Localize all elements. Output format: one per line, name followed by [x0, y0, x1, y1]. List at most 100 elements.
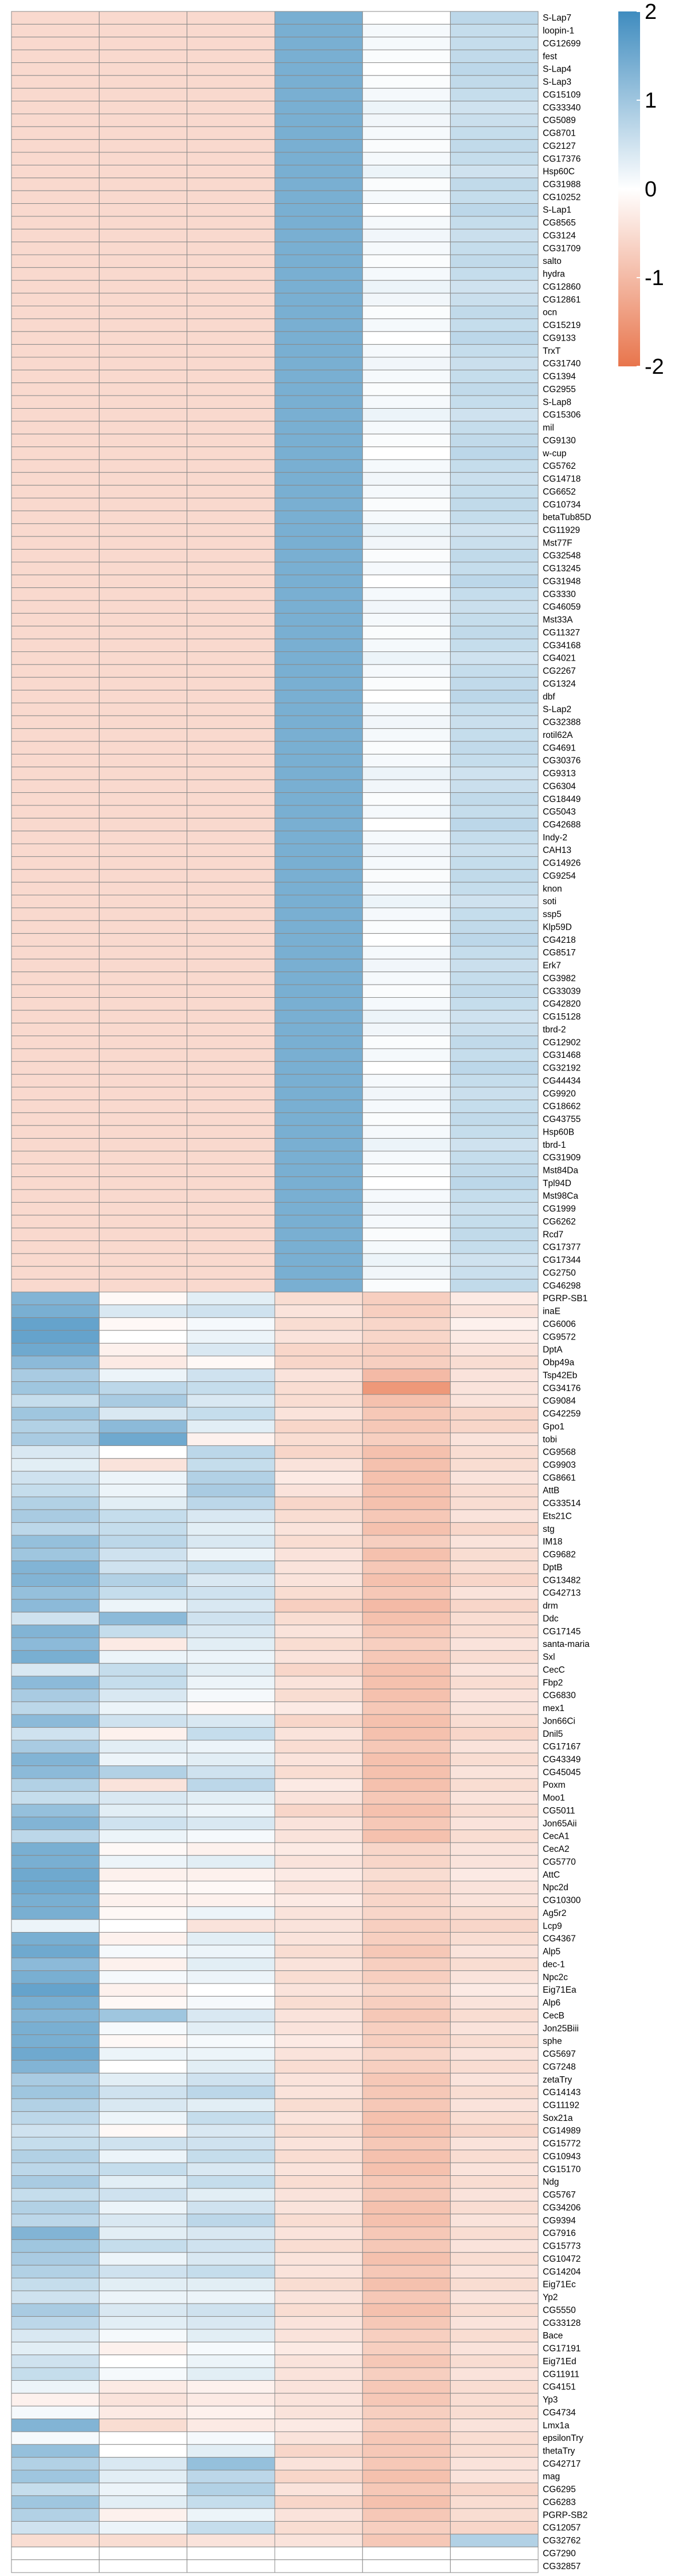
- heatmap-cell: [274, 447, 363, 460]
- heatmap-cell: [450, 2316, 539, 2330]
- heatmap-cell: [11, 971, 100, 985]
- row-label: Lmx1a: [543, 2421, 570, 2431]
- heatmap-cell: [450, 1496, 539, 1510]
- heatmap-cell: [274, 715, 363, 729]
- heatmap-cell: [98, 2085, 188, 2099]
- row-label: CG2267: [543, 666, 576, 676]
- heatmap-cell: [98, 2316, 188, 2330]
- heatmap-cell: [11, 1842, 100, 1856]
- heatmap-cell: [187, 2393, 275, 2407]
- heatmap-cell: [11, 2419, 100, 2432]
- heatmap-cell: [187, 2341, 275, 2356]
- row-label: tbrd-2: [543, 1025, 566, 1034]
- heatmap-cell: [98, 1240, 188, 1254]
- row-label: Npc2d: [543, 1883, 568, 1893]
- heatmap-cell: [187, 306, 275, 319]
- heatmap-cell: [187, 1036, 275, 1049]
- heatmap-cell: [187, 2047, 275, 2061]
- row-label: CG9572: [543, 1332, 576, 1342]
- heatmap-cell: [362, 2470, 451, 2483]
- heatmap-cell: [450, 497, 539, 511]
- heatmap-cell: [274, 651, 363, 665]
- heatmap-cell: [450, 2559, 539, 2573]
- row-label: thetaTry: [543, 2446, 575, 2456]
- heatmap-cell: [98, 2047, 188, 2061]
- heatmap-cell: [450, 49, 539, 63]
- heatmap-cell: [11, 421, 100, 434]
- heatmap-cell: [11, 293, 100, 307]
- heatmap-cell: [274, 1406, 363, 1421]
- heatmap-cell: [450, 1522, 539, 1536]
- heatmap-cell: [450, 2009, 539, 2022]
- row-label: CG9313: [543, 769, 576, 779]
- heatmap-cell: [450, 1535, 539, 1548]
- heatmap-cell: [98, 2200, 188, 2215]
- row-label: CG6830: [543, 1691, 576, 1701]
- heatmap-cell: [362, 1752, 451, 1767]
- heatmap-cell: [98, 126, 188, 140]
- heatmap-cell: [98, 895, 188, 908]
- heatmap-cell: [187, 1048, 275, 1062]
- heatmap-cell: [11, 792, 100, 806]
- heatmap-cell: [11, 23, 100, 38]
- heatmap-cell: [274, 2034, 363, 2048]
- heatmap-cell: [98, 1804, 188, 1818]
- heatmap-cell: [98, 562, 188, 575]
- heatmap-cell: [187, 971, 275, 985]
- heatmap-cell: [11, 2495, 100, 2509]
- heatmap-cell: [187, 997, 275, 1011]
- heatmap-cell: [274, 2495, 363, 2509]
- heatmap-cell: [11, 2521, 100, 2535]
- heatmap-cell: [187, 1625, 275, 1638]
- heatmap-cell: [187, 1484, 275, 1498]
- heatmap-cell: [362, 1765, 451, 1779]
- heatmap-cell: [11, 1932, 100, 1946]
- heatmap-cell: [187, 2021, 275, 2035]
- heatmap-cell: [274, 1317, 363, 1331]
- row-label: IM18: [543, 1537, 562, 1547]
- heatmap-cell: [11, 318, 100, 332]
- row-label: CecB: [543, 2011, 564, 2021]
- heatmap-cell: [274, 779, 363, 793]
- heatmap-cell: [11, 37, 100, 50]
- heatmap-cell: [450, 1625, 539, 1638]
- heatmap-cell: [187, 2444, 275, 2458]
- heatmap-cell: [187, 1125, 275, 1139]
- heatmap-cell: [98, 1368, 188, 1382]
- heatmap-cell: [274, 817, 363, 832]
- heatmap-cell: [98, 1970, 188, 1984]
- heatmap-cell: [274, 2073, 363, 2087]
- heatmap-cell: [362, 2419, 451, 2432]
- heatmap-cell: [450, 190, 539, 204]
- heatmap-cell: [274, 228, 363, 243]
- heatmap-cell: [362, 1970, 451, 1984]
- heatmap-cell: [362, 2277, 451, 2291]
- heatmap-cell: [274, 843, 363, 857]
- row-label: CG12860: [543, 282, 581, 292]
- heatmap-cell: [450, 88, 539, 102]
- row-label: CG11911: [543, 2369, 579, 2379]
- heatmap-cell: [98, 101, 188, 114]
- heatmap-cell: [187, 2431, 275, 2445]
- heatmap-cell: [362, 1227, 451, 1242]
- heatmap-cell: [187, 1445, 275, 1459]
- heatmap-cell: [187, 113, 275, 127]
- heatmap-cell: [362, 369, 451, 384]
- heatmap-cell: [11, 459, 100, 473]
- heatmap-cell: [98, 254, 188, 268]
- heatmap-cell: [362, 587, 451, 601]
- heatmap-cell: [450, 574, 539, 588]
- heatmap-cell: [187, 2277, 275, 2291]
- heatmap-cell: [187, 2073, 275, 2087]
- heatmap-cell: [362, 971, 451, 985]
- heatmap-cell: [187, 2419, 275, 2432]
- heatmap-cell: [11, 510, 100, 524]
- heatmap-cell: [274, 523, 363, 537]
- heatmap-cell: [274, 357, 363, 370]
- heatmap-cell: [362, 767, 451, 780]
- heatmap-cell: [187, 216, 275, 230]
- row-label: CG9133: [543, 333, 576, 343]
- heatmap-cell: [362, 1791, 451, 1805]
- heatmap-cell: [98, 907, 188, 921]
- heatmap-cell: [450, 1855, 539, 1869]
